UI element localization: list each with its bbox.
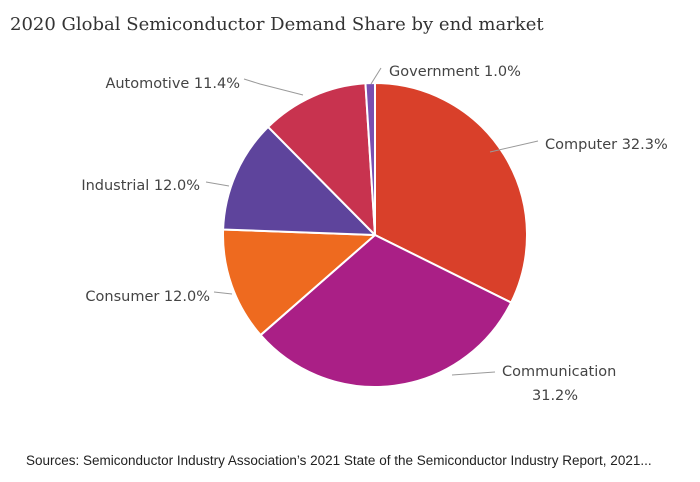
pie-slice-industrial [222,125,376,236]
leader-line-computer [489,140,539,153]
slice-label-communication-line-2: 31.2% [532,388,578,404]
pie-slice-automotive [267,82,376,236]
slice-label-communication-line-1: Communication [502,364,616,380]
pie-slice-government [364,81,376,236]
slice-label-consumer: Consumer 12.0% [85,289,210,305]
leader-line-government [370,67,382,85]
pie-slice-communication [259,234,513,388]
leader-line-automotive [243,78,304,96]
leader-line-communication [451,371,496,376]
slice-label-automotive: Automotive 11.4% [105,76,240,92]
pie-slice-computer [374,82,528,304]
pie-slice-consumer [222,228,376,337]
chart-source-note: Sources: Semiconductor Industry Associat… [26,453,652,468]
slice-label-government: Government 1.0% [389,64,521,80]
slice-label-computer: Computer 32.3% [545,137,668,153]
slice-label-industrial: Industrial 12.0% [81,178,200,194]
leader-line-industrial [205,181,230,187]
leader-line-consumer [213,291,233,295]
chart-title: 2020 Global Semiconductor Demand Share b… [10,14,544,35]
